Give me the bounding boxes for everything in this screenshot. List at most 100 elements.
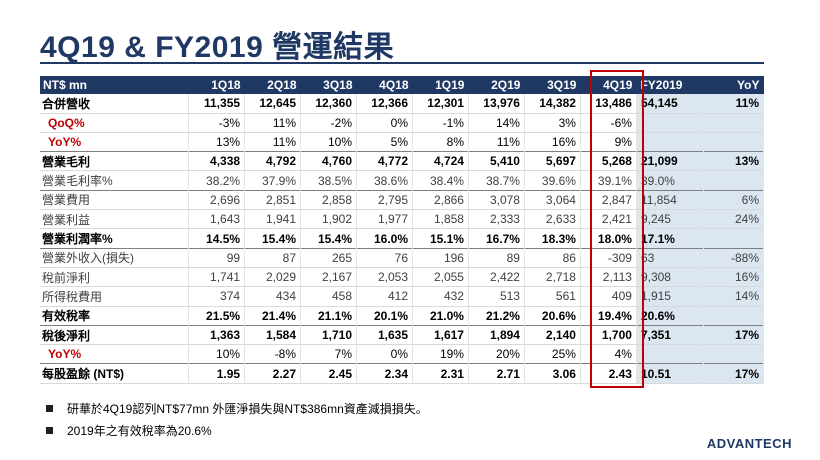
table-cell: 11% [244, 132, 302, 152]
table-cell: 4,760 [300, 151, 358, 171]
table-cell: 4,772 [356, 151, 413, 171]
table-cell: 9,245 [636, 209, 704, 229]
table-cell: 17% [703, 325, 765, 345]
table-cell: 21.0% [412, 306, 469, 326]
table-cell: 2.27 [244, 363, 302, 384]
table-row: YoY% 10% -8% 7% 0% 19% 20% 25% 4% [40, 344, 765, 364]
table-cell: 10% [188, 344, 246, 364]
table-cell: 16% [524, 132, 581, 152]
table-cell: 16.7% [468, 228, 525, 249]
table-cell: 20% [468, 344, 525, 364]
table-cell: -88% [703, 248, 765, 268]
table-cell: 21.1% [300, 306, 358, 326]
table-cell: 14.5% [188, 228, 246, 249]
table-row: 營業利潤率% 14.5% 15.4% 15.4% 16.0% 15.1% 16.7% 18.3… [40, 228, 765, 249]
table-row: 稅前淨利 1,741 2,029 2,167 2,053 2,055 2,422 2,718 2… [40, 267, 765, 287]
table-cell: 54,145 [636, 94, 704, 114]
table-cell: 15.4% [300, 228, 358, 249]
table-cell: 24% [703, 209, 765, 229]
header-cell: 2Q18 [244, 76, 301, 95]
table-cell: 13% [188, 132, 246, 152]
table-cell: 18.0% [580, 228, 637, 249]
table-cell: -6% [580, 113, 637, 133]
table-cell: 38.4% [412, 170, 469, 191]
row-label: YoY% [40, 132, 190, 152]
row-label: 合併營收 [40, 94, 190, 114]
table-cell: 21.4% [244, 306, 302, 326]
header-cell: 1Q19 [412, 76, 469, 95]
table-cell: 2,422 [468, 267, 525, 287]
table-cell: 2,795 [356, 190, 413, 210]
table-cell: 10.51 [636, 363, 704, 384]
table-cell: 1,941 [244, 209, 302, 229]
table-cell: 87 [244, 248, 302, 268]
table-cell: 3% [524, 113, 581, 133]
table-cell: 4,338 [188, 151, 246, 171]
table-cell: 21.5% [188, 306, 246, 326]
table-cell: -8% [244, 344, 302, 364]
title-divider [40, 62, 764, 64]
table-cell: 39.0% [636, 170, 704, 191]
table-cell: 1,710 [300, 325, 358, 345]
table-row: 營業費用 2,696 2,851 2,858 2,795 2,866 3,078 3,064 2… [40, 190, 765, 210]
table-cell: 0% [356, 344, 413, 364]
table-cell: 63 [636, 248, 704, 268]
table-cell: -2% [300, 113, 358, 133]
row-label: QoQ% [40, 113, 190, 133]
table-cell: 3,064 [524, 190, 581, 210]
table-cell: 2,847 [580, 190, 637, 210]
table-cell: 2,851 [244, 190, 302, 210]
table-cell: 39.1% [580, 170, 637, 191]
header-cell: 2Q19 [468, 76, 525, 95]
table-cell: 17% [703, 363, 765, 384]
table-cell: 3,078 [468, 190, 525, 210]
table-row: 合併營收 11,355 12,645 12,360 12,366 12,301 13,976… [40, 94, 765, 114]
table-cell: 1.95 [188, 363, 246, 384]
table-cell: 4,792 [244, 151, 302, 171]
table-cell: 37.9% [244, 170, 302, 191]
table-row: 每股盈餘 (NT$) 1.95 2.27 2.45 2.34 2.31 2.71 3.06 2.… [40, 363, 765, 384]
table-cell: 2,633 [524, 209, 581, 229]
table-cell: 14% [468, 113, 525, 133]
table-cell: 2,053 [356, 267, 413, 287]
table-cell: 38.2% [188, 170, 246, 191]
table-cell: 561 [524, 286, 581, 307]
table-cell: 13,976 [468, 94, 525, 114]
table-cell: 21.2% [468, 306, 525, 326]
header-cell: 4Q18 [356, 76, 413, 95]
row-label: 營業利潤率% [40, 228, 190, 249]
row-label: 每股盈餘 (NT$) [40, 363, 190, 384]
table-cell: -3% [188, 113, 246, 133]
table-cell [703, 344, 765, 364]
table-cell: 89 [468, 248, 525, 268]
header-cell: 4Q19 [580, 76, 637, 95]
row-label: 營業外收入(損失) [40, 248, 190, 268]
page-title: 4Q19 & FY2019 營運結果 [40, 31, 395, 64]
table-cell: 19% [412, 344, 469, 364]
table-cell: 1,363 [188, 325, 246, 345]
table-cell: 374 [188, 286, 246, 307]
table-cell: 2,113 [580, 267, 637, 287]
table-cell: 39.6% [524, 170, 581, 191]
table-cell: -1% [412, 113, 469, 133]
header-cell: 3Q18 [300, 76, 357, 95]
table-cell [703, 132, 765, 152]
table-cell: 14% [703, 286, 765, 307]
table-row: 營業外收入(損失) 99 87 265 76 196 89 86 -309 63 -88% [40, 248, 765, 268]
table-cell: 16.0% [356, 228, 413, 249]
header-cell: FY2019 [636, 76, 704, 95]
table-cell: 8% [412, 132, 469, 152]
table-cell: 7,351 [636, 325, 704, 345]
table-cell: 2,029 [244, 267, 302, 287]
row-label: 營業毛利率% [40, 170, 190, 191]
header-cell: 1Q18 [188, 76, 245, 95]
table-cell: 0% [356, 113, 413, 133]
table-cell: 6% [703, 190, 765, 210]
table-cell: 15.1% [412, 228, 469, 249]
table-cell: 11,854 [636, 190, 704, 210]
table-cell: 17.1% [636, 228, 704, 249]
table-cell: 3.06 [524, 363, 581, 384]
table-cell: 2,167 [300, 267, 358, 287]
table-cell: -309 [580, 248, 637, 268]
table-cell: 20.1% [356, 306, 413, 326]
